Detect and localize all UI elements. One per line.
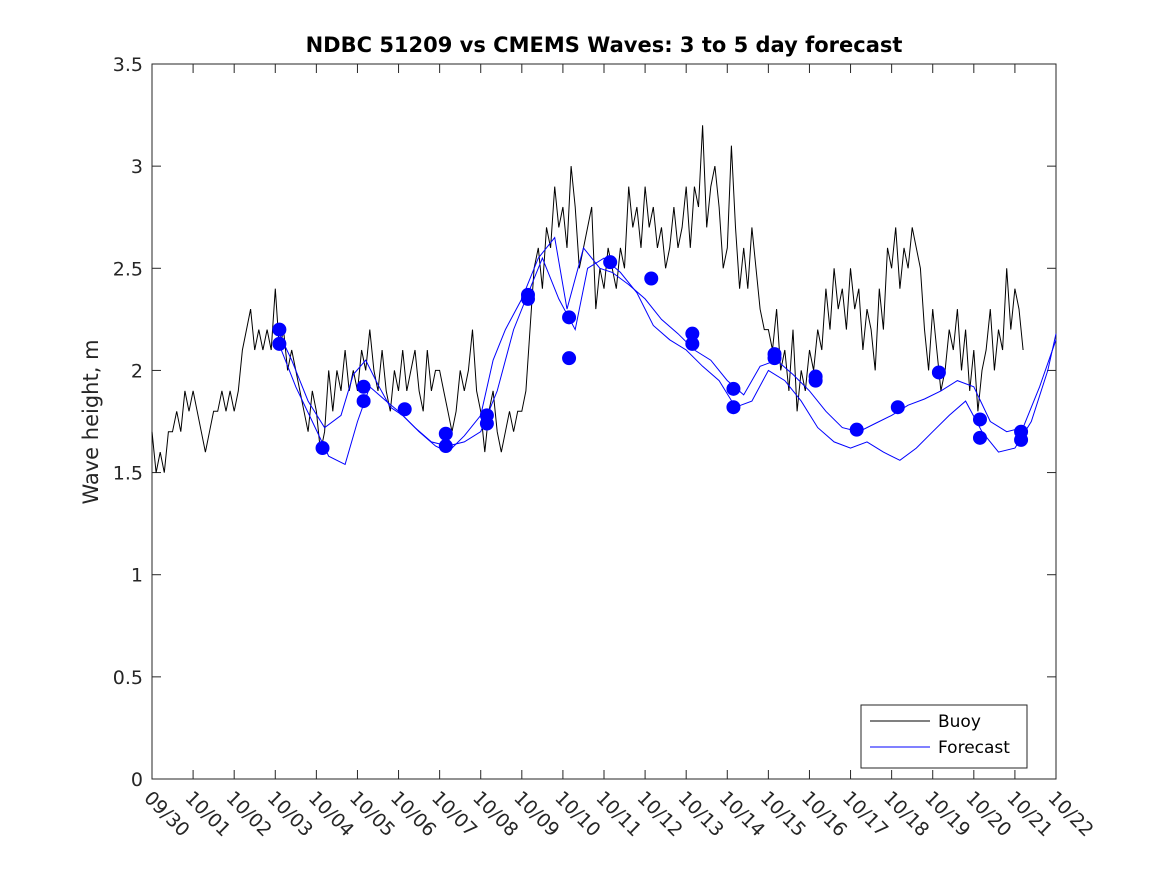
x-tick-label: 09/30: [139, 787, 193, 841]
forecast-marker: [397, 402, 412, 417]
forecast-marker: [603, 255, 618, 270]
x-tick-label: 10/06: [386, 787, 440, 841]
x-tick-label: 10/09: [509, 787, 563, 841]
x-tick-label: 10/07: [427, 787, 481, 841]
x-tick-label: 10/05: [345, 787, 399, 841]
x-tick-label: 10/08: [468, 787, 522, 841]
y-tick-label: 3: [131, 156, 143, 178]
x-tick-label: 10/20: [961, 787, 1015, 841]
forecast-marker: [767, 351, 782, 366]
forecast-marker: [726, 381, 741, 396]
forecast-marker: [479, 416, 494, 431]
x-tick-label: 10/15: [756, 787, 810, 841]
forecast-line-2: [276, 256, 1057, 466]
forecast-marker: [972, 412, 987, 427]
x-tick-label: 10/22: [1043, 787, 1097, 841]
forecast-marker: [438, 439, 453, 454]
forecast-marker: [890, 400, 905, 415]
legend-box: [860, 704, 1028, 769]
x-tick-label: 10/21: [1002, 787, 1056, 841]
forecast-marker: [685, 336, 700, 351]
x-tick-label: 10/14: [715, 787, 769, 841]
buoy-series: [151, 125, 1024, 473]
y-tick-label: 1.5: [113, 463, 143, 485]
forecast-markers: [272, 255, 1029, 456]
forecast-marker: [272, 336, 287, 351]
x-tick-label: 10/11: [591, 787, 645, 841]
forecast-marker: [972, 430, 987, 445]
legend-label-buoy: Buoy: [938, 712, 981, 732]
x-tick-label: 10/10: [550, 787, 604, 841]
forecast-marker: [931, 365, 946, 380]
legend: Buoy Forecast: [860, 704, 1028, 769]
x-tick-label: 10/02: [222, 787, 276, 841]
buoy-line: [151, 125, 1024, 473]
forecast-marker: [808, 373, 823, 388]
x-tick-label: 10/04: [304, 787, 358, 841]
forecast-marker: [726, 400, 741, 415]
forecast-marker: [562, 351, 577, 366]
forecast-marker: [356, 394, 371, 409]
y-axis-label: Wave height, m: [79, 339, 103, 504]
x-tick-label: 10/12: [633, 787, 687, 841]
forecast-line-1: [276, 236, 1057, 453]
axes: [151, 63, 1057, 780]
x-tick-label: 10/13: [674, 787, 728, 841]
chart-title: NDBC 51209 vs CMEMS Waves: 3 to 5 day fo…: [306, 33, 903, 57]
y-tick-label: 1: [131, 565, 143, 587]
x-tick-label: 10/19: [920, 787, 974, 841]
forecast-marker: [438, 426, 453, 441]
forecast-marker: [272, 322, 287, 337]
forecast-marker: [356, 379, 371, 394]
y-tick-label: 2: [131, 360, 143, 382]
legend-label-forecast: Forecast: [938, 738, 1010, 758]
y-tick-label: 2.5: [113, 258, 143, 280]
forecast-marker: [520, 291, 535, 306]
plot-frame: [151, 63, 1057, 780]
x-tick-label: 10/01: [181, 787, 235, 841]
x-tick-label: 10/18: [879, 787, 933, 841]
forecast-marker: [1014, 432, 1029, 447]
x-tick-label: 10/03: [263, 787, 317, 841]
forecast-marker: [562, 310, 577, 325]
forecast-marker: [849, 422, 864, 437]
x-tick-label: 10/16: [797, 787, 851, 841]
forecast-series: [276, 236, 1057, 466]
forecast-marker: [315, 441, 330, 456]
y-tick-label: 3.5: [113, 54, 143, 76]
x-tick-label: 10/17: [838, 787, 892, 841]
y-tick-label: 0.5: [113, 667, 143, 689]
y-tick-label: 0: [131, 769, 143, 791]
forecast-marker: [644, 271, 659, 286]
